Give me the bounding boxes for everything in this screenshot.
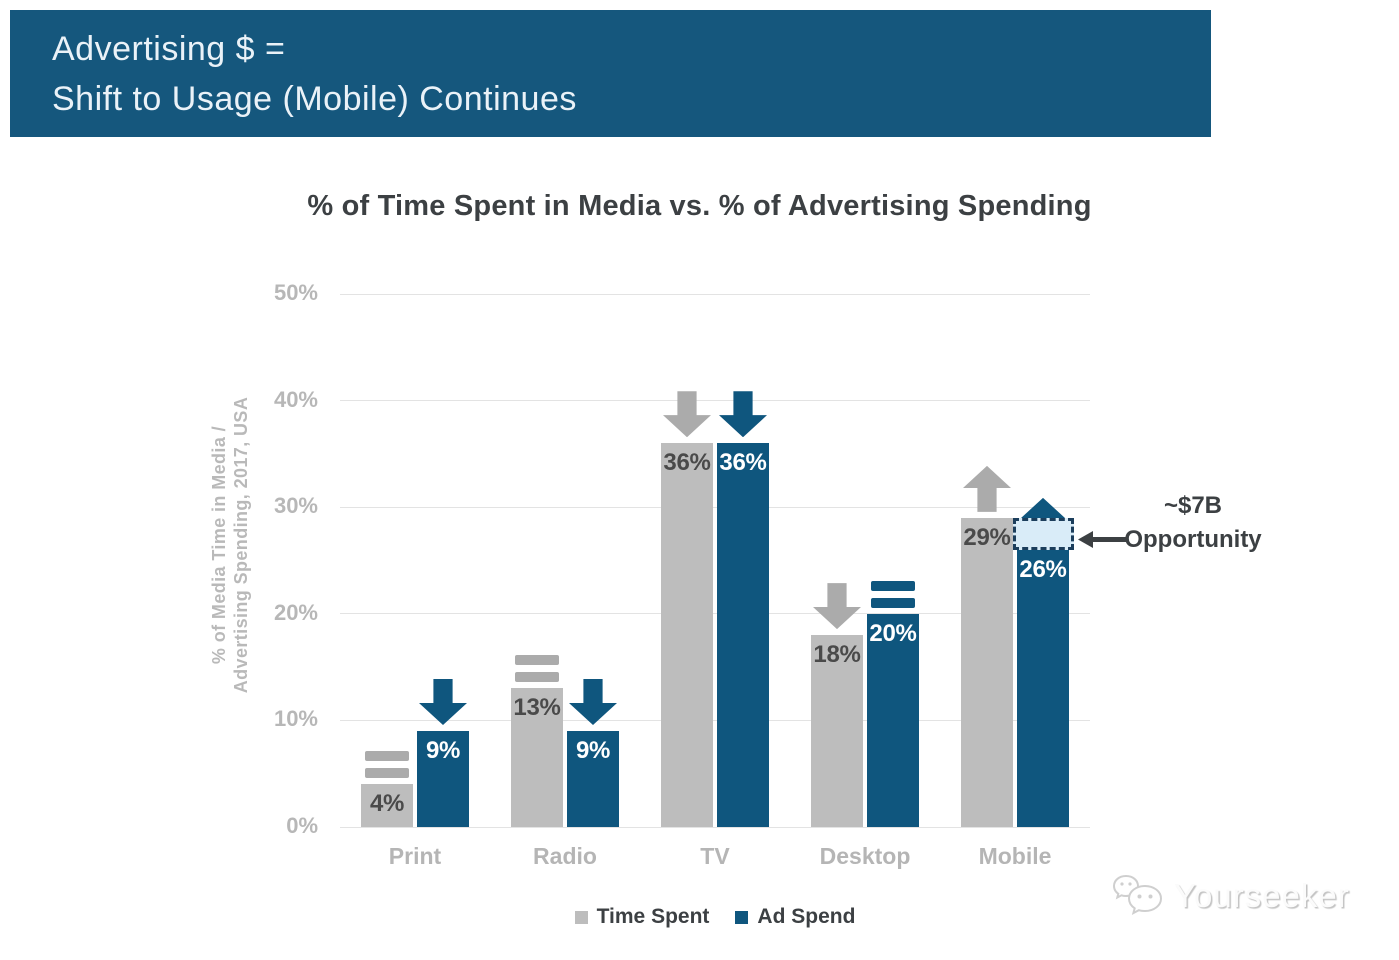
trend-flat-icon-print-time-spent <box>365 751 409 779</box>
gridline-50- <box>340 293 1090 295</box>
trend-down-icon-tv-time-spent <box>663 391 711 438</box>
gridline-0- <box>340 826 1090 828</box>
wechat-chat-bubbles-icon <box>1112 874 1163 915</box>
y-tick-label-40-: 40% <box>273 386 318 412</box>
bar-value-label-desktop-time-spent: 18% <box>813 641 861 669</box>
bar-value-label-tv-ad-spend: 36% <box>719 449 767 477</box>
legend-label-ad-spend: Ad Spend <box>757 905 856 928</box>
chart-legend: Time Spent Ad Spend <box>340 900 1090 934</box>
bar-tv-time-spent: 36% <box>661 443 713 827</box>
opportunity-box <box>1013 517 1074 550</box>
trend-down-icon-tv-ad-spend <box>719 391 767 438</box>
slide-title-line1: Advertising $ = <box>52 30 286 68</box>
bar-radio-ad-spend: 9% <box>567 731 619 827</box>
trend-flat-icon-desktop-ad-spend <box>871 580 915 608</box>
gridline-10- <box>340 719 1090 721</box>
watermark: Yourseeker <box>1112 872 1350 920</box>
bar-radio-time-spent: 13% <box>511 688 563 827</box>
legend-label-time-spent: Time Spent <box>596 905 710 928</box>
gridline-30- <box>340 506 1090 508</box>
bar-mobile-time-spent: 29% <box>961 517 1013 827</box>
slide-title-banner: Advertising $ = Shift to Usage (Mobile) … <box>10 10 1211 137</box>
plot-area: 0% 10% 20% 30% 40% 50% 4% 9% Print 13% 9% Radio 36% 3… <box>0 280 1399 894</box>
legend-item-ad-spend: Ad Spend <box>735 905 855 929</box>
bar-value-label-print-ad-spend: 9% <box>425 737 461 765</box>
trend-flat-icon-radio-time-spent <box>515 655 559 683</box>
trend-down-icon-print-ad-spend <box>419 679 467 726</box>
bar-value-label-radio-time-spent: 13% <box>513 694 561 722</box>
opportunity-label: Opportunity <box>1124 526 1262 553</box>
opportunity-amount: ~$7B <box>1163 492 1223 519</box>
watermark-text: Yourseeker <box>1174 877 1350 914</box>
chart-title: % of Time Spent in Media vs. % of Advert… <box>307 190 1092 222</box>
opportunity-annotation: ~$7B Opportunity <box>1118 489 1268 557</box>
category-label-print: Print <box>388 843 442 869</box>
category-label-desktop: Desktop <box>819 843 911 869</box>
bar-tv-ad-spend: 36% <box>717 443 769 827</box>
equals-bar <box>515 672 559 683</box>
legend-swatch-time-spent <box>574 910 588 924</box>
gridline-20- <box>340 613 1090 615</box>
bar-print-ad-spend: 9% <box>417 731 469 827</box>
bar-value-label-mobile-ad-spend: 26% <box>1019 555 1067 583</box>
bar-value-label-radio-ad-spend: 9% <box>575 737 611 765</box>
slide-title-line2: Shift to Usage (Mobile) Continues <box>52 80 577 118</box>
bar-value-label-mobile-time-spent: 29% <box>963 523 1011 551</box>
bar-desktop-time-spent: 18% <box>811 635 863 827</box>
equals-bar <box>365 768 409 779</box>
gridline-40- <box>340 400 1090 402</box>
legend-item-time-spent: Time Spent <box>574 905 710 929</box>
bar-value-label-desktop-ad-spend: 20% <box>869 619 917 647</box>
annotation-arrow-line <box>1092 537 1128 542</box>
y-tick-label-10-: 10% <box>273 706 318 732</box>
bar-mobile-ad-spend: 26% <box>1017 549 1069 827</box>
bar-desktop-ad-spend: 20% <box>867 613 919 827</box>
bar-print-time-spent: 4% <box>361 784 413 827</box>
trend-down-icon-desktop-time-spent <box>813 583 861 630</box>
bar-value-label-print-time-spent: 4% <box>369 790 405 818</box>
equals-bar <box>871 597 915 608</box>
category-label-mobile: Mobile <box>978 843 1052 869</box>
equals-bar <box>515 655 559 666</box>
equals-bar <box>365 751 409 762</box>
y-tick-label-50-: 50% <box>273 280 318 305</box>
trend-up-icon-mobile-time-spent <box>963 465 1011 512</box>
y-tick-label-0-: 0% <box>286 813 318 838</box>
trend-down-icon-radio-ad-spend <box>569 679 617 726</box>
y-tick-label-20-: 20% <box>273 599 318 625</box>
legend-swatch-ad-spend <box>735 910 749 924</box>
category-label-tv: TV <box>700 843 730 869</box>
category-label-radio: Radio <box>533 843 597 869</box>
y-tick-label-30-: 30% <box>273 493 318 519</box>
equals-bar <box>871 580 915 591</box>
bar-value-label-tv-time-spent: 36% <box>663 449 711 477</box>
